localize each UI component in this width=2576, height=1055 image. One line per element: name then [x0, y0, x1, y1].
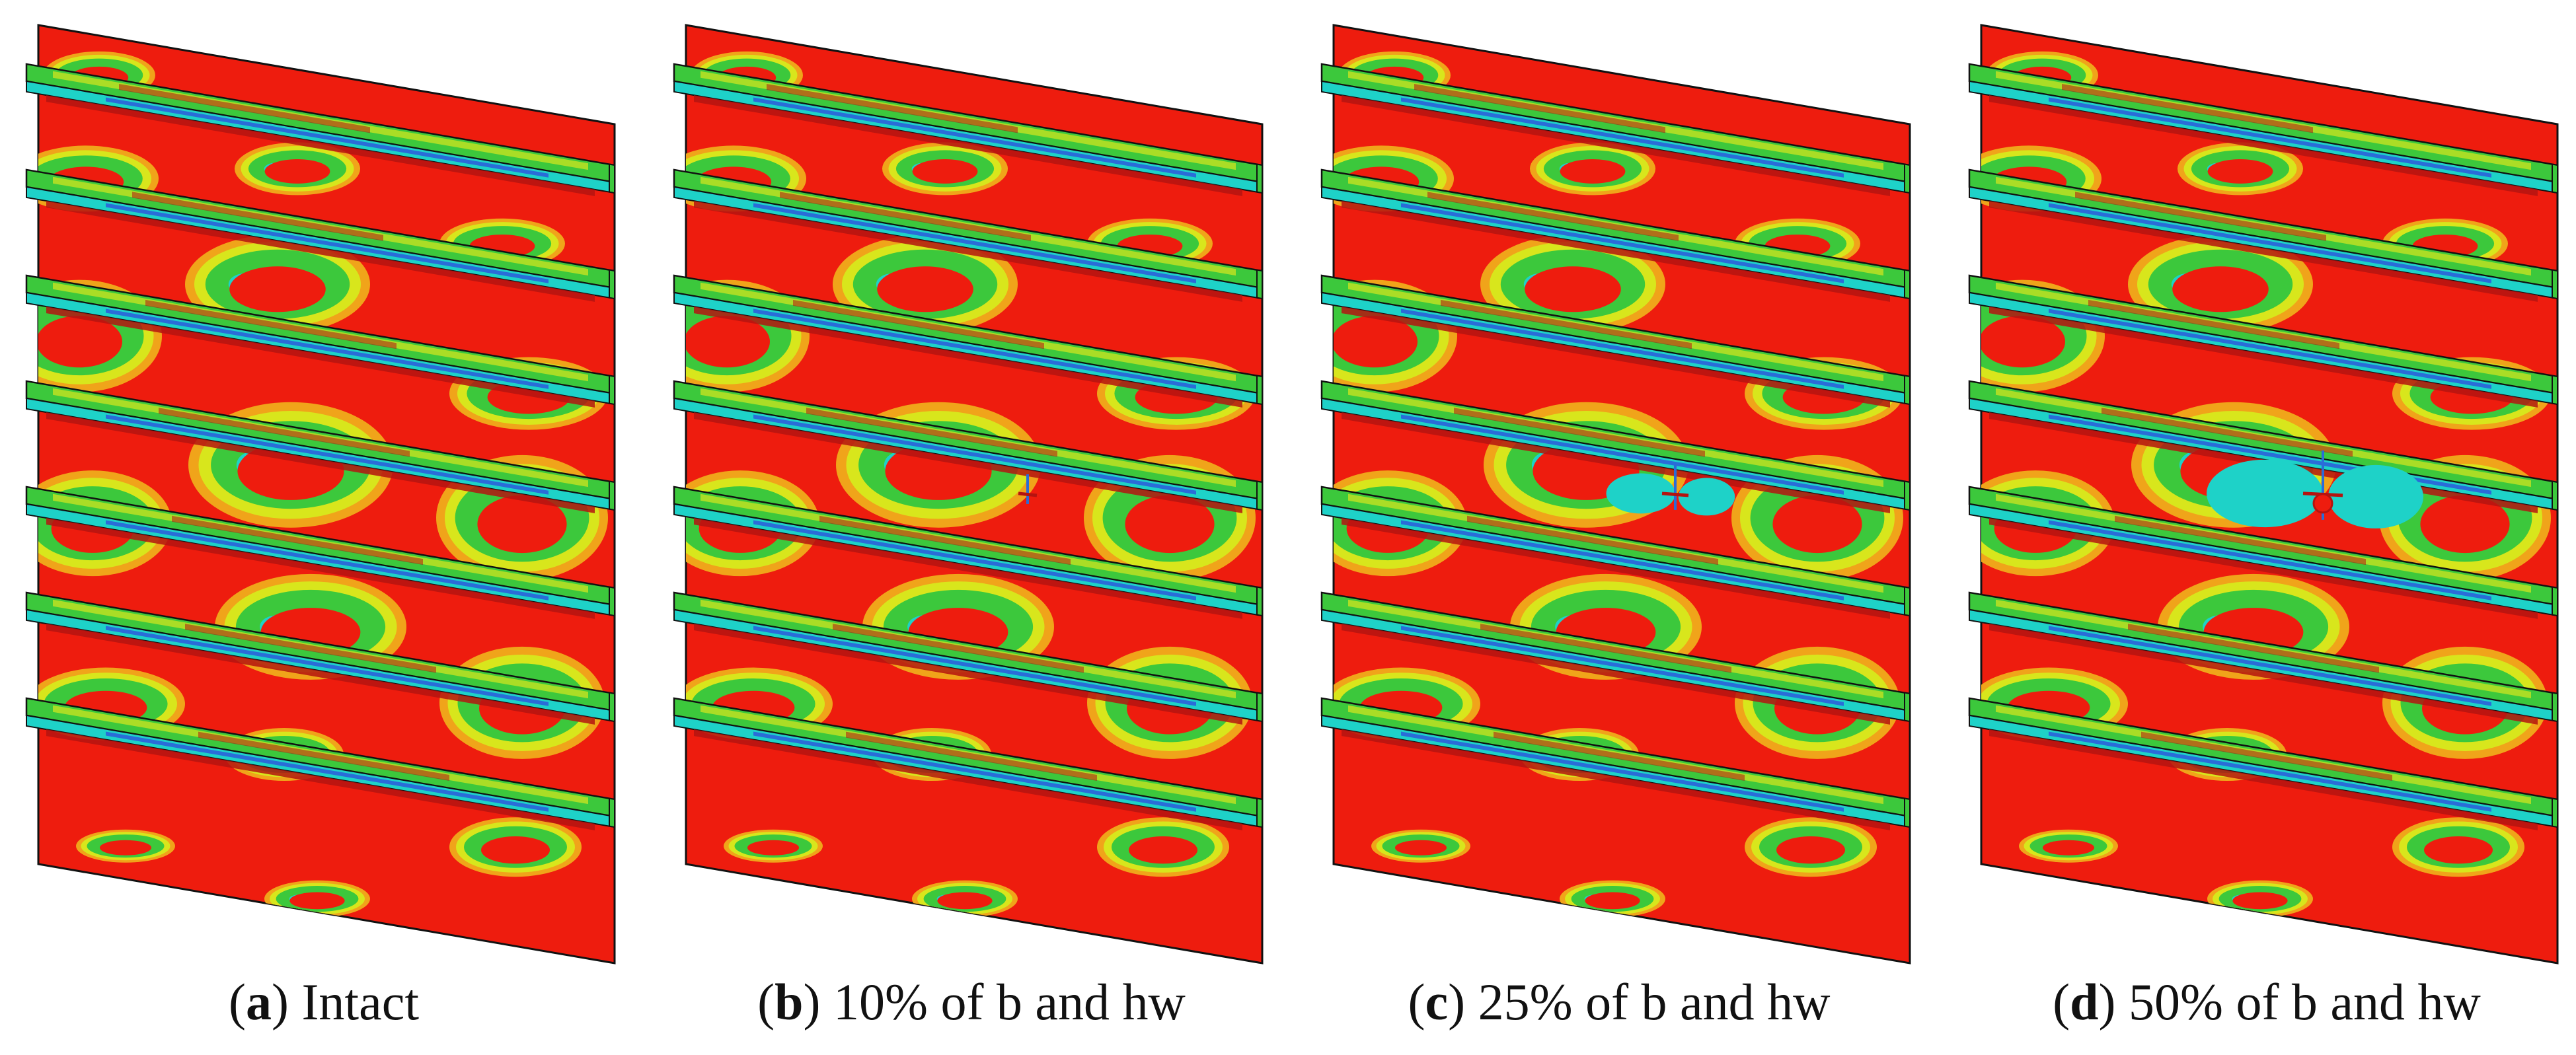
stiffener [25, 380, 616, 513]
contour-ring [912, 880, 1018, 918]
stiffener [673, 697, 1264, 830]
contour-ring [2019, 829, 2118, 863]
stiffener [673, 380, 1264, 513]
stiffener [1320, 486, 1911, 619]
contour-ring [449, 817, 582, 877]
stiffener [673, 168, 1264, 302]
contour-ring [724, 829, 823, 863]
contour-ring [882, 142, 1008, 196]
damage-zone [2207, 450, 2423, 528]
contour-ring [2207, 880, 2313, 918]
damage-zone [1018, 474, 1038, 504]
stiffener [1968, 486, 2559, 619]
stiffener [1320, 591, 1911, 725]
stiffener [25, 697, 616, 830]
contour-ring [1745, 817, 1877, 877]
stiffener [1968, 63, 2559, 196]
stiffener [673, 486, 1264, 619]
panel-b-caption: (b) 10% of b and hw [757, 973, 1186, 1031]
stiffener [673, 274, 1264, 408]
contour-ring [1371, 829, 1470, 863]
stiffener [673, 591, 1264, 725]
panel-c-caption: (c) 25% of b and hw [1408, 973, 1831, 1031]
damage-zone [1606, 465, 1735, 516]
stiffener [1320, 380, 1911, 513]
panel-c-model [1320, 24, 1911, 964]
contour-ring [1480, 235, 1665, 334]
stress-contours [38, 51, 608, 918]
stiffener [1320, 697, 1911, 830]
contour-ring [264, 880, 370, 918]
stiffener [25, 274, 616, 408]
contour-ring [833, 235, 1018, 334]
contour-ring [2178, 142, 2303, 196]
contour-ring [1530, 142, 1655, 196]
stiffener [1320, 63, 1911, 196]
stiffener [25, 168, 616, 302]
stiffener [1320, 274, 1911, 408]
panel-a-caption: (a) Intact [228, 973, 420, 1031]
contour-ring [2128, 235, 2313, 334]
panel-b-model [673, 24, 1264, 964]
stiffener [1968, 591, 2559, 725]
contour-ring [185, 235, 370, 334]
stiffener [25, 63, 616, 196]
stiffener [1968, 274, 2559, 408]
contour-ring [1560, 880, 1665, 918]
panel-d-model [1968, 24, 2559, 964]
stiffener [1968, 697, 2559, 830]
stiffener [25, 486, 616, 619]
stiffener [25, 591, 616, 725]
stiffener [673, 63, 1264, 196]
panel-a-model [25, 24, 616, 964]
contour-ring [235, 142, 360, 196]
contour-ring [2392, 817, 2524, 877]
contour-ring [1097, 817, 1229, 877]
stiffener [1968, 168, 2559, 302]
panel-d-caption: (d) 50% of b and hw [2053, 973, 2481, 1031]
contour-ring [76, 829, 175, 863]
stiffener [1320, 168, 1911, 302]
